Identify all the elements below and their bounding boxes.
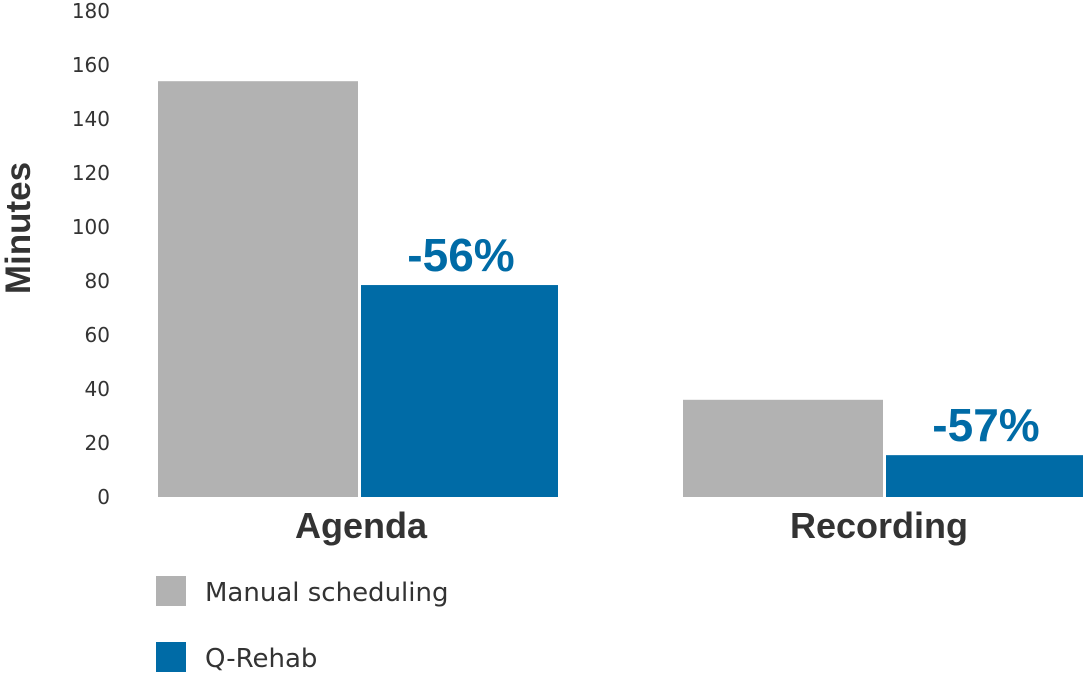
y-tick-label: 140 bbox=[72, 107, 110, 131]
y-tick-label: 40 bbox=[85, 377, 110, 401]
bar-agenda-manual-scheduling bbox=[158, 81, 358, 497]
legend-label: Q-Rehab bbox=[205, 644, 317, 674]
y-tick-label: 0 bbox=[97, 485, 110, 509]
legend-swatch bbox=[156, 642, 186, 672]
y-tick-label: 60 bbox=[85, 323, 110, 347]
percent-annotations: -56% -57% bbox=[407, 229, 1039, 451]
y-axis-label: Minutes bbox=[0, 162, 38, 294]
y-tick-label: 160 bbox=[72, 53, 110, 77]
y-tick-label: 80 bbox=[85, 269, 110, 293]
y-tick-label: 120 bbox=[72, 161, 110, 185]
y-axis-ticks: 0 20 40 60 80 100 120 140 160 180 bbox=[72, 0, 110, 509]
bar-recording-manual-scheduling bbox=[683, 399, 883, 497]
legend-label: Manual scheduling bbox=[205, 578, 448, 608]
bars bbox=[158, 81, 1083, 497]
category-labels: Agenda Recording bbox=[295, 505, 968, 546]
legend-swatch bbox=[156, 576, 186, 606]
category-label: Recording bbox=[790, 505, 968, 546]
percent-annotation: -57% bbox=[932, 399, 1039, 451]
category-label: Agenda bbox=[295, 505, 428, 546]
y-tick-label: 180 bbox=[72, 0, 110, 23]
legend: Manual scheduling Q-Rehab bbox=[156, 576, 448, 674]
bar-recording-q-rehab bbox=[886, 455, 1083, 497]
y-tick-label: 20 bbox=[85, 431, 110, 455]
bar-agenda-q-rehab bbox=[361, 285, 558, 497]
y-tick-label: 100 bbox=[72, 215, 110, 239]
percent-annotation: -56% bbox=[407, 229, 514, 281]
